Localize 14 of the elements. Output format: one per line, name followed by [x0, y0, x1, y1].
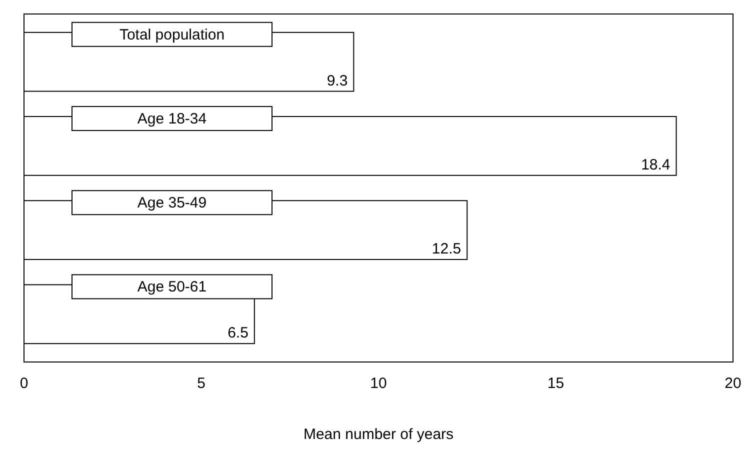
data-label: 12.5: [432, 240, 462, 258]
y-tick-label: Age 18-34: [137, 110, 207, 128]
x-tick-label: 10: [370, 375, 387, 392]
data-label: 9.3: [326, 72, 348, 90]
x-axis-title: Mean number of years: [303, 426, 454, 443]
data-label: 18.4: [641, 156, 670, 174]
y-tick-label: Total population: [119, 26, 225, 44]
y-tick-label: Age 35-49: [137, 194, 207, 212]
x-tick-label: 20: [724, 375, 742, 392]
x-tick-label: 15: [547, 375, 564, 392]
data-label: 6.5: [228, 324, 248, 342]
x-tick-label: 5: [197, 375, 206, 392]
x-tick-label: 0: [20, 375, 28, 392]
y-tick-label: Age 50-61: [137, 278, 207, 296]
